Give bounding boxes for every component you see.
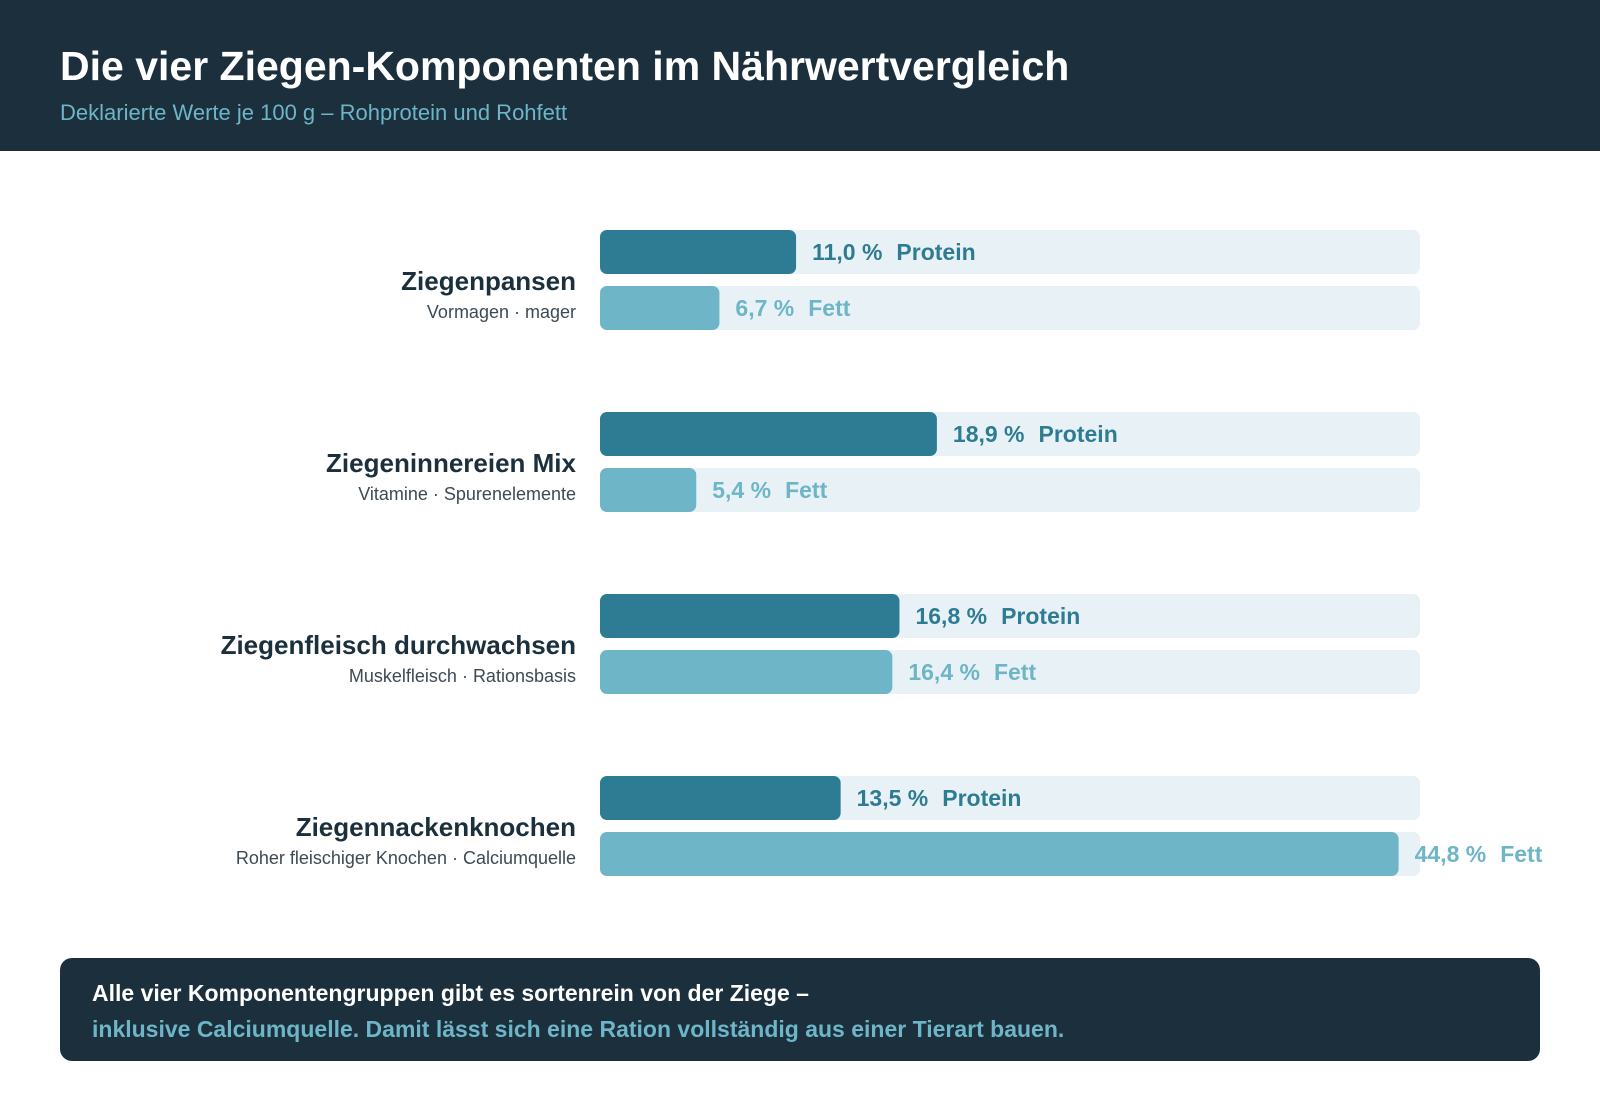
bar-fett-ziegenfleisch-durchwachsen — [600, 650, 893, 694]
bar-protein-ziegenfleisch-durchwachsen — [600, 594, 900, 638]
category-label-ziegenfleisch-durchwachsen: Ziegenfleisch durchwachsen — [221, 630, 576, 660]
bar-fett-ziegenpansen — [600, 286, 720, 330]
value-label-protein-ziegenfleisch-durchwachsen: 16,8 % Protein — [915, 603, 1080, 629]
bar-protein-ziegeninnereien-mix — [600, 412, 937, 456]
nutrient-bar-chart: Ziegenpansen Vormagen · mager 11,0 % Protei… — [221, 230, 1543, 876]
bar-track-protein-ziegenpansen — [600, 230, 1420, 274]
value-label-fett-ziegeninnereien-mix: 5,4 % Fett — [712, 477, 827, 503]
series-name-text: Fett — [808, 295, 851, 321]
value-label-fett-ziegennackenknochen: 44,8 % Fett — [1415, 841, 1543, 867]
category-note-ziegenpansen: Vormagen · mager — [427, 302, 576, 322]
series-name-text: Protein — [1001, 603, 1080, 629]
value-text: 5,4 % — [712, 477, 771, 503]
category-note-ziegeninnereien-mix: Vitamine · Spurenelemente — [358, 484, 576, 504]
category-label-ziegenpansen: Ziegenpansen — [401, 266, 576, 296]
series-name-text: Fett — [994, 659, 1037, 685]
value-text: 18,9 % — [953, 421, 1025, 447]
header-banner: Die vier Ziegen-Komponenten im Nährwertv… — [0, 0, 1600, 151]
value-text: 13,5 % — [857, 785, 929, 811]
value-text: 44,8 % — [1415, 841, 1487, 867]
category-note-ziegennackenknochen: Roher fleischiger Knochen · Calciumquell… — [236, 848, 576, 868]
category-label-ziegennackenknochen: Ziegennackenknochen — [296, 812, 576, 842]
bar-protein-ziegenpansen — [600, 230, 797, 274]
page-title: Die vier Ziegen-Komponenten im Nährwertv… — [60, 43, 1070, 89]
value-text: 6,7 % — [735, 295, 794, 321]
value-label-fett-ziegenpansen: 6,7 % Fett — [735, 295, 850, 321]
value-label-protein-ziegeninnereien-mix: 18,9 % Protein — [953, 421, 1118, 447]
series-name-text: Fett — [785, 477, 828, 503]
bar-track-fett-ziegeninnereien-mix — [600, 468, 1420, 512]
value-text: 16,4 % — [908, 659, 980, 685]
value-label-fett-ziegenfleisch-durchwachsen: 16,4 % Fett — [908, 659, 1036, 685]
series-name-text: Protein — [942, 785, 1021, 811]
footer-line-1: Alle vier Komponentengruppen gibt es sor… — [92, 980, 809, 1006]
page-subtitle: Deklarierte Werte je 100 g – Rohprotein … — [60, 100, 568, 125]
bar-protein-ziegennackenknochen — [600, 776, 841, 820]
category-label-ziegeninnereien-mix: Ziegeninnereien Mix — [326, 448, 576, 478]
footer-callout: Alle vier Komponentengruppen gibt es sor… — [60, 958, 1540, 1061]
series-name-text: Protein — [896, 239, 975, 265]
value-text: 16,8 % — [915, 603, 987, 629]
value-text: 11,0 % — [812, 239, 882, 265]
bar-fett-ziegeninnereien-mix — [600, 468, 697, 512]
value-label-protein-ziegenpansen: 11,0 % Protein — [812, 239, 976, 265]
category-note-ziegenfleisch-durchwachsen: Muskelfleisch · Rationsbasis — [349, 666, 576, 686]
series-name-text: Fett — [1500, 841, 1543, 867]
footer-line-2: inklusive Calciumquelle. Damit lässt sic… — [92, 1016, 1065, 1042]
value-label-protein-ziegennackenknochen: 13,5 % Protein — [857, 785, 1022, 811]
series-name-text: Protein — [1039, 421, 1118, 447]
bar-fett-ziegennackenknochen — [600, 832, 1399, 876]
bar-track-fett-ziegenpansen — [600, 286, 1420, 330]
